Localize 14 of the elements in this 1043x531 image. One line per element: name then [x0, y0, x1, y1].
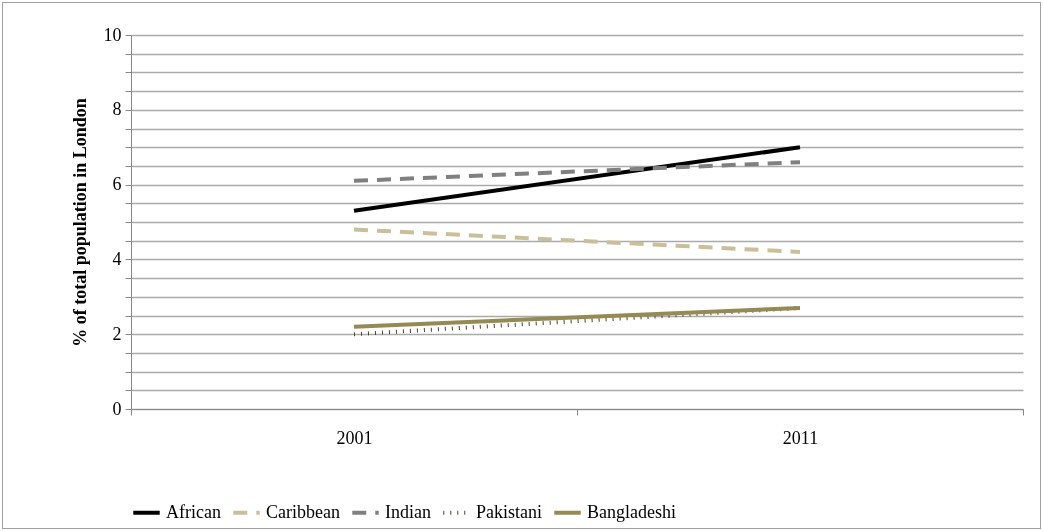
y-tick-label: 2	[112, 323, 122, 344]
y-tick-label: 6	[112, 174, 122, 195]
y-axis-title: % of total population in London	[69, 98, 90, 347]
legend-label: African	[166, 501, 221, 522]
y-tick-label: 8	[112, 99, 122, 120]
legend-label: Pakistani	[476, 501, 542, 522]
y-tick-label: 4	[112, 248, 122, 269]
x-tick-label: 2011	[782, 427, 819, 448]
y-tick-label: 10	[103, 24, 122, 45]
legend-label: Caribbean	[266, 501, 340, 522]
legend-label: Bangladeshi	[587, 501, 676, 522]
legend-label: Indian	[385, 501, 431, 522]
x-tick-label: 2001	[336, 427, 373, 448]
y-tick-label: 0	[112, 398, 122, 419]
